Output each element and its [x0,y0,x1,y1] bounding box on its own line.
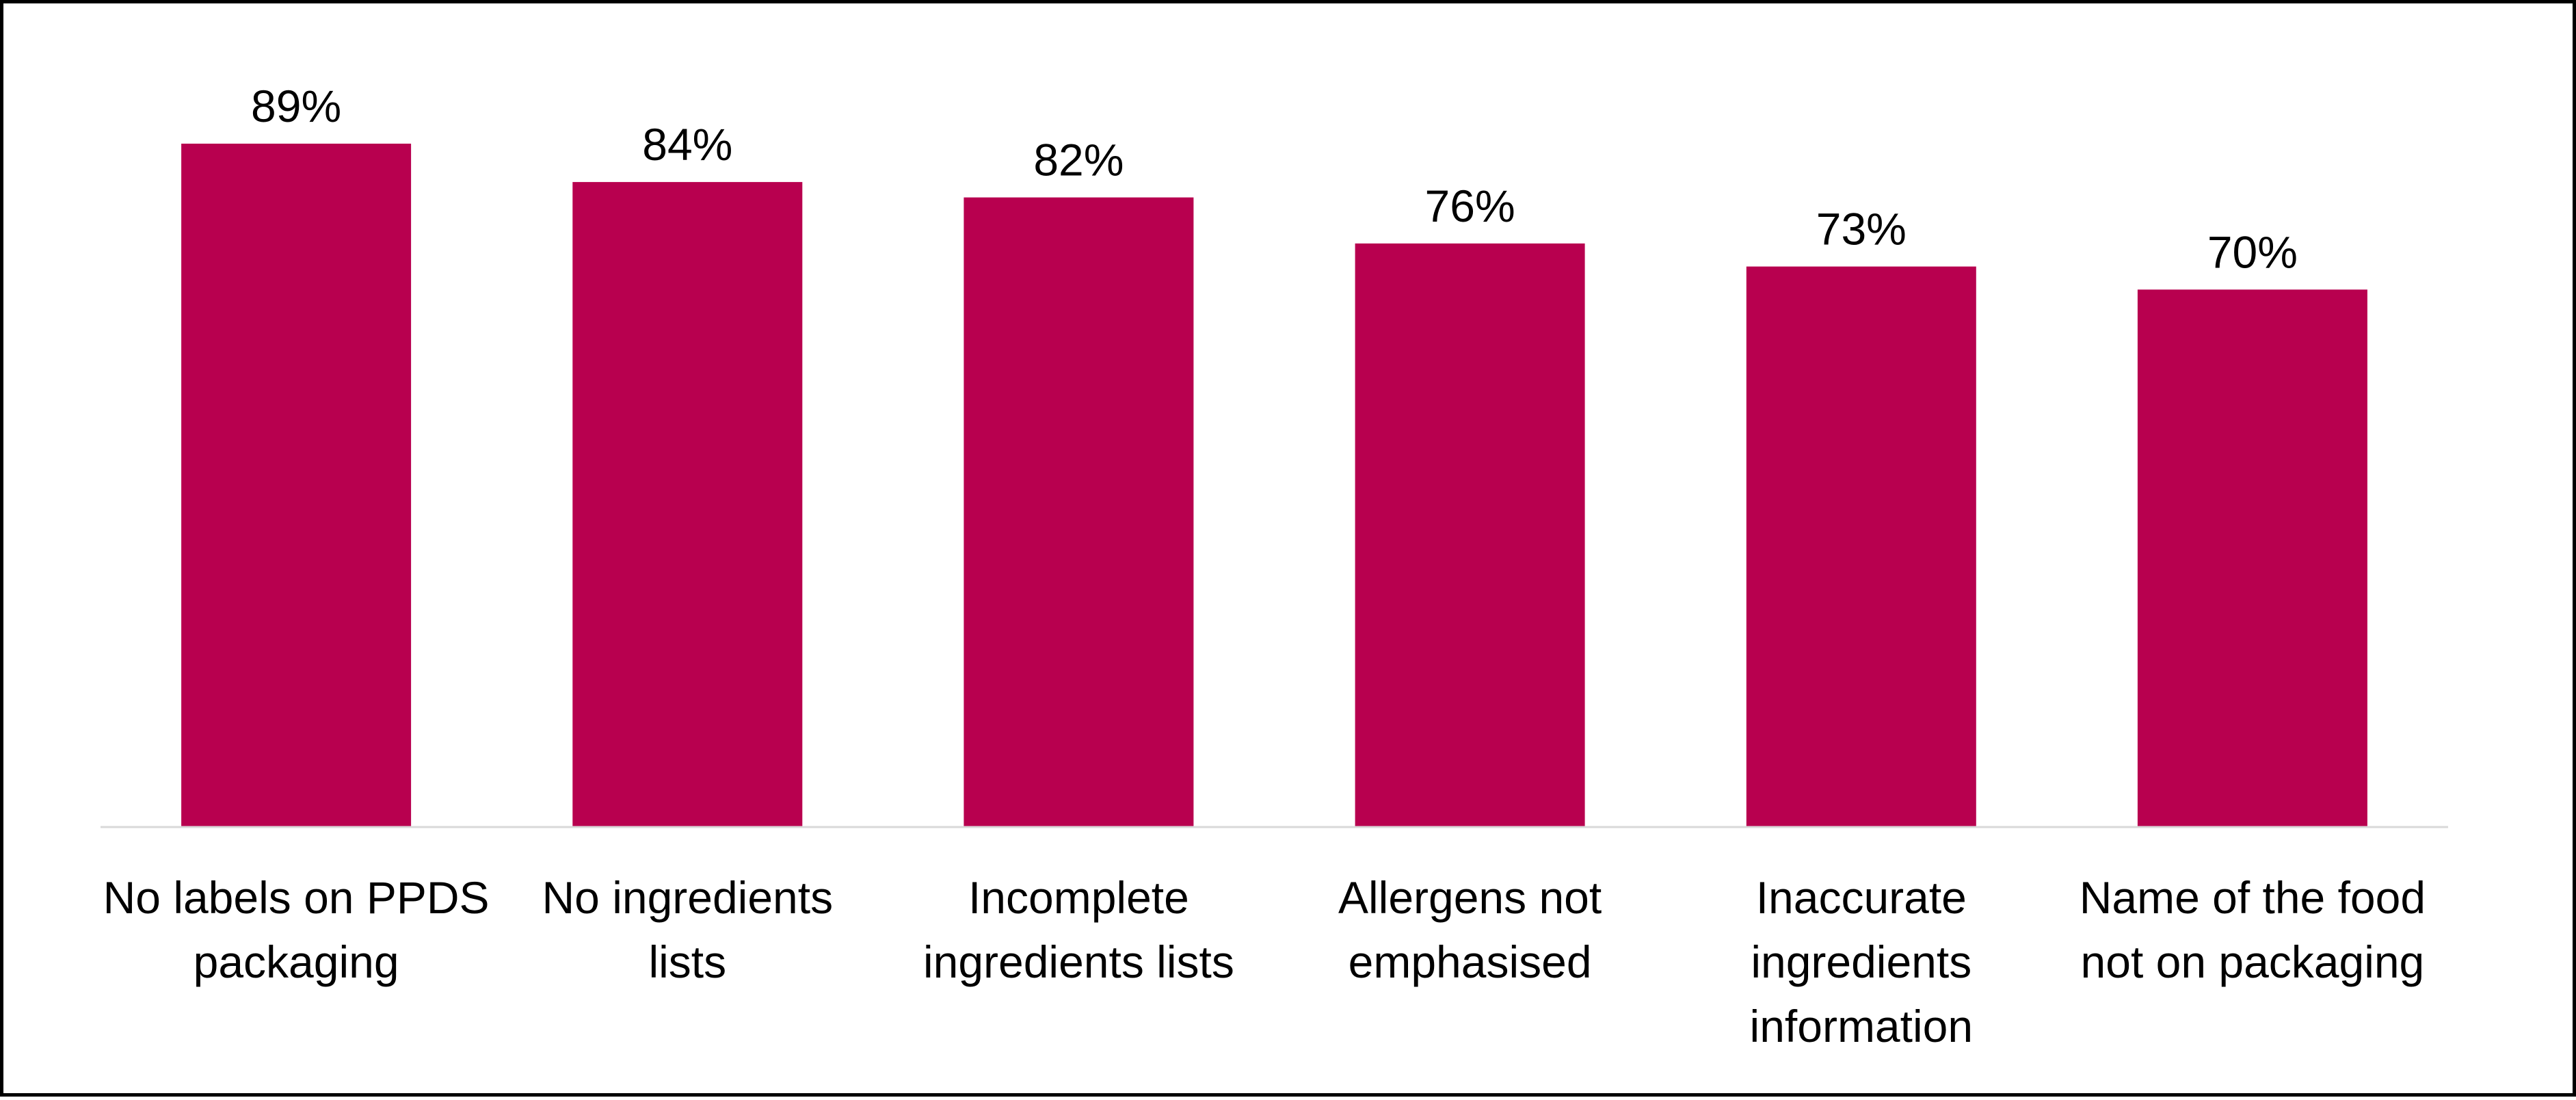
category-label-line: No ingredients [542,872,834,923]
data-label-5: 73% [1816,204,1907,254]
category-label-line: information [1750,1001,1974,1051]
category-label-4: Allergens not emphasised [1338,872,1602,987]
category-label-line: emphasised [1349,937,1592,987]
category-label-6: Name of the food not on packaging [2080,872,2426,987]
bar-3 [964,197,1194,828]
category-label-2: No ingredients lists [542,872,834,987]
data-label-6: 70% [2207,226,2298,277]
category-label-line: Name of the food [2080,872,2426,923]
data-label-4: 76% [1425,181,1515,231]
data-label-3: 82% [1033,135,1124,185]
bar-chart: 89% 84% 82% 76% 73% 70% No labels on PPDS pack… [101,81,2448,1051]
category-label-1: No labels on PPDS packaging [103,872,490,987]
category-label-line: Allergens not [1338,872,1602,923]
category-label-3: Incomplete ingredients lists [923,872,1234,987]
data-labels-layer: 89% 84% 82% 76% 73% 70% [251,81,2298,277]
category-labels-layer: No labels on PPDS packaging No ingredients… [103,872,2426,1051]
bar-4 [1355,243,1585,827]
category-label-line: No labels on PPDS [103,872,490,923]
bar-1 [181,144,412,827]
category-label-line: not on packaging [2081,937,2425,987]
category-label-line: Inaccurate [1756,872,1967,923]
category-label-line: Incomplete [968,872,1189,923]
bar-2 [572,182,803,828]
bar-5 [1746,266,1976,828]
category-label-line: ingredients [1751,937,1971,987]
bars-layer [181,144,2367,828]
data-label-1: 89% [251,81,341,131]
category-label-line: lists [648,937,726,987]
data-label-2: 84% [642,119,732,170]
category-label-line: ingredients lists [923,937,1234,987]
bar-6 [2137,289,2367,827]
category-label-line: packaging [194,937,399,987]
category-label-5: Inaccurate ingredients information [1750,872,1974,1051]
